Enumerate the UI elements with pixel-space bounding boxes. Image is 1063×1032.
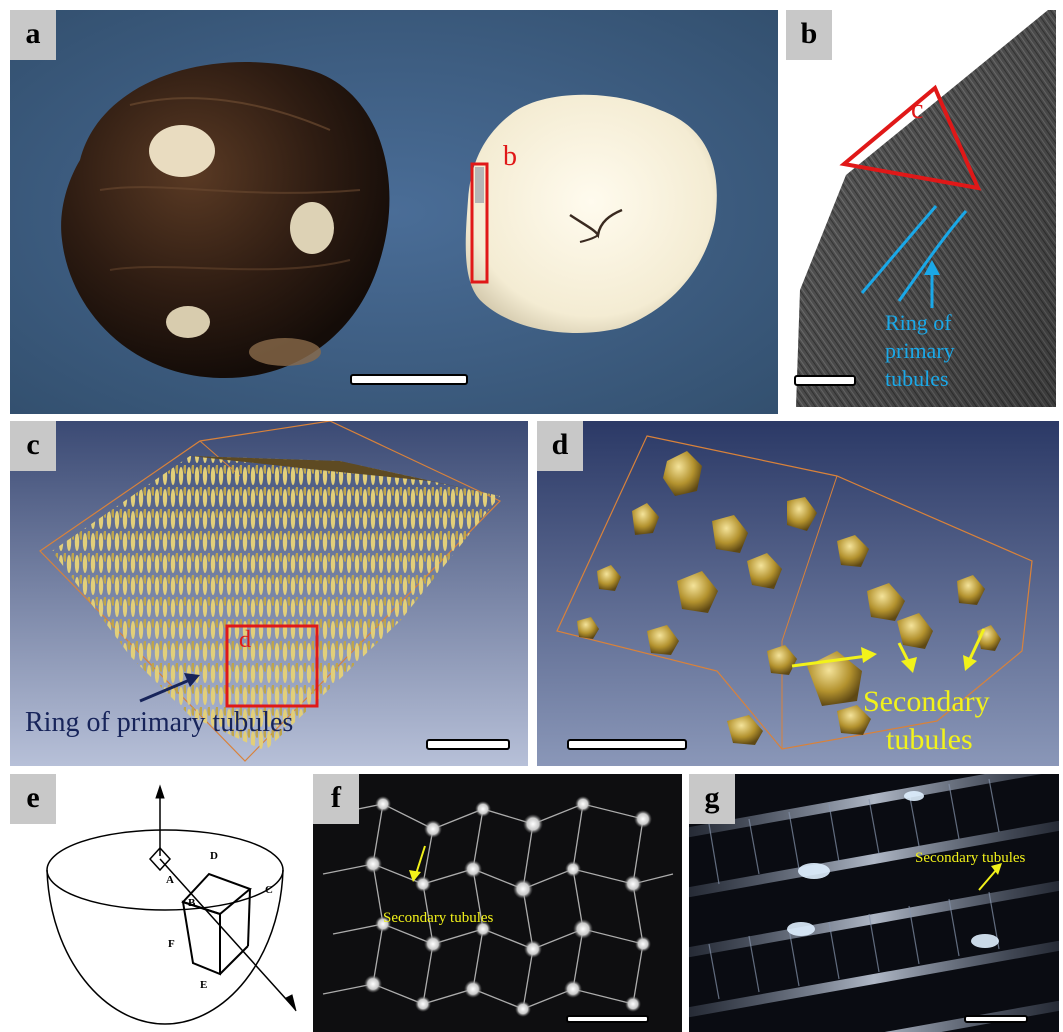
secondary-annotation: Secondary tubules — [915, 850, 1026, 866]
panel-e-drawing — [46, 784, 297, 1025]
cross-walls — [708, 778, 1000, 1000]
vertex-label-a: A — [166, 874, 174, 886]
panel-g-drawing — [689, 774, 1059, 1032]
ring-pointer-arrow — [139, 677, 193, 703]
secondary-tubule-clusters — [577, 451, 1001, 745]
bright-junctions — [787, 791, 999, 948]
primary-tubule-mass — [52, 456, 500, 751]
cut-seed-shape — [465, 94, 717, 333]
vertex-label-d: D — [210, 850, 218, 862]
fibre-bands — [689, 774, 1059, 1032]
panel-tag-f: f — [313, 774, 359, 824]
panel-c-3d-render: d Ring of primary tubules c — [10, 421, 528, 766]
region-b-label: b — [503, 141, 517, 172]
vertex-label-b: B — [188, 897, 196, 909]
panel-f-microscopy: Secondary tubules f — [313, 774, 682, 1032]
panel-d-drawing — [537, 421, 1059, 766]
panel-tag-g: g — [689, 774, 735, 824]
region-c-label: c — [911, 94, 924, 125]
panel-g-microscopy: Secondary tubules g — [689, 774, 1059, 1032]
region-c-marker — [839, 84, 982, 191]
scale-bar — [426, 739, 510, 750]
secondary-annotation: Secondary tubules — [383, 910, 494, 926]
region-d-marker — [225, 624, 319, 708]
ring-label-line-1: Ring of — [885, 310, 952, 335]
scale-bar — [964, 1015, 1028, 1023]
panel-tag-a: a — [10, 10, 56, 60]
panel-e-schematic: A B C D E F e — [10, 774, 306, 1032]
seed-light-spot — [166, 306, 210, 338]
vertex-label-e: E — [200, 979, 208, 991]
scale-bar — [794, 375, 856, 386]
region-d-label: d — [239, 627, 251, 653]
secondary-annotation-line-2: tubules — [886, 723, 973, 756]
whole-seed-shape — [61, 62, 390, 379]
panel-tag-d: d — [537, 421, 583, 471]
ring-annotation: Ring of primary tubules — [25, 707, 294, 738]
panel-b-drawing — [796, 10, 1056, 407]
vertex-label-f: F — [168, 938, 175, 950]
ring-label-line-2: primary — [885, 338, 955, 363]
scale-bar — [566, 1015, 649, 1023]
vertex-label-c: C — [265, 884, 273, 896]
panel-c-drawing — [10, 421, 528, 766]
panel-tag-c: c — [10, 421, 56, 471]
panel-b-ct-slice: c Ring of primary tubules b — [786, 10, 1056, 407]
primary-tubule-ring-line — [860, 205, 938, 294]
panel-f-drawing — [322, 796, 674, 1017]
panel-a-drawing — [10, 10, 778, 414]
secondary-pointer-arrow — [967, 628, 986, 662]
panel-d-3d-render: Secondary tubules d — [537, 421, 1059, 766]
secondary-pointer-arrow — [415, 845, 426, 875]
secondary-pointer-arrow — [978, 868, 998, 891]
ring-label-line-3: tubules — [885, 366, 949, 391]
seed-light-spot — [290, 202, 334, 254]
secondary-annotation-line-1: Secondary — [863, 685, 990, 718]
cell-nodes — [364, 796, 652, 1017]
panel-tag-b: b — [786, 10, 832, 60]
scale-bar — [567, 739, 687, 750]
seed-light-spot — [149, 125, 215, 177]
scale-bar — [350, 374, 468, 385]
panel-tag-e: e — [10, 774, 56, 824]
secondary-pointer-arrow — [791, 654, 868, 668]
primary-tubule-ring-line — [897, 210, 968, 302]
panel-a-seed-photo: b a — [10, 10, 778, 414]
region-b-marker — [470, 162, 489, 284]
